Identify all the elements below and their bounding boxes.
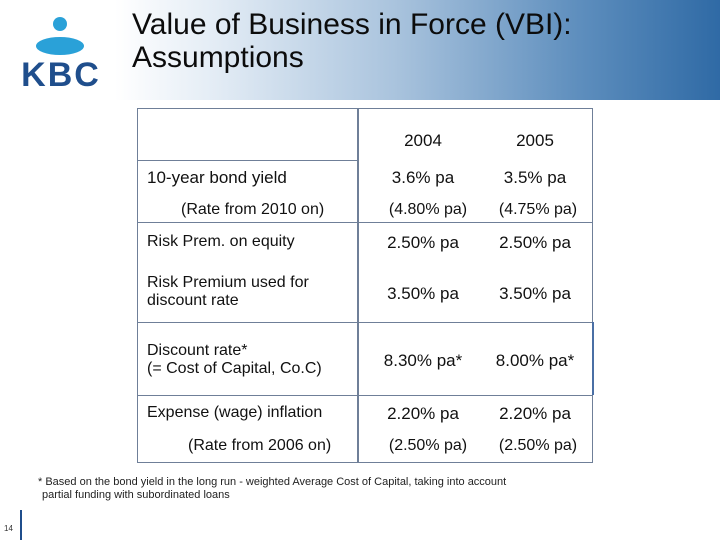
divider — [137, 160, 358, 161]
row-label-line: Discount rate* — [147, 342, 248, 359]
cell-2005: (2.50% pa) — [498, 437, 578, 454]
table-value-columns — [358, 108, 593, 463]
cell-2004: 2.20% pa — [387, 404, 459, 423]
row-label: (Rate from 2010 on) — [181, 201, 325, 218]
footnote-line: * Based on the bond yield in the long ru… — [38, 476, 507, 488]
page-marker-bar — [20, 510, 22, 540]
page-title: Value of Business in Force (VBI): Assump… — [132, 8, 672, 74]
page-number: 14 — [4, 524, 13, 533]
title-line-1: Value of Business in Force (VBI): — [132, 8, 572, 41]
cell-2004: 8.30% pa* — [383, 351, 463, 370]
divider — [592, 322, 594, 395]
row-label: Expense (wage) inflation — [147, 404, 323, 421]
divider — [137, 395, 593, 396]
cell-2004: 3.50% pa — [387, 284, 459, 303]
table-label-column — [137, 108, 358, 463]
cell-2004: (4.80% pa) — [388, 201, 468, 218]
header-2004: 2004 — [404, 131, 442, 150]
kbc-logo: KBC — [10, 14, 110, 96]
row-label-line: Risk Premium used for — [147, 274, 309, 291]
title-line-2: Assumptions — [132, 41, 304, 74]
footnote: * Based on the bond yield in the long ru… — [38, 476, 658, 502]
kbc-logo-figure-icon — [36, 17, 84, 55]
row-label: (Rate from 2006 on) — [188, 437, 332, 454]
cell-2004: (2.50% pa) — [388, 437, 468, 454]
cell-2004: 2.50% pa — [387, 233, 459, 252]
cell-2005: (4.75% pa) — [498, 201, 578, 218]
row-label-line: (= Cost of Capital, Co.C) — [147, 360, 322, 377]
divider — [137, 222, 593, 223]
divider — [137, 322, 593, 323]
row-label: 10-year bond yield — [147, 168, 287, 187]
row-label: Risk Premium used for discount rate — [147, 274, 309, 310]
cell-2005: 2.20% pa — [499, 404, 571, 423]
cell-2005: 2.50% pa — [499, 233, 571, 252]
row-label: Discount rate* (= Cost of Capital, Co.C) — [147, 342, 322, 378]
logo-text: KBC — [21, 56, 101, 94]
header-gradient-band — [0, 0, 720, 100]
row-label-line: discount rate — [147, 292, 239, 309]
header-2005: 2005 — [516, 131, 554, 150]
cell-2005: 3.50% pa — [499, 284, 571, 303]
footnote-line: partial funding with subordinated loans — [42, 489, 230, 501]
cell-2005: 3.5% pa — [503, 168, 567, 187]
cell-2004: 3.6% pa — [391, 168, 455, 187]
cell-2005: 8.00% pa* — [495, 351, 575, 370]
row-label: Risk Prem. on equity — [147, 233, 295, 250]
